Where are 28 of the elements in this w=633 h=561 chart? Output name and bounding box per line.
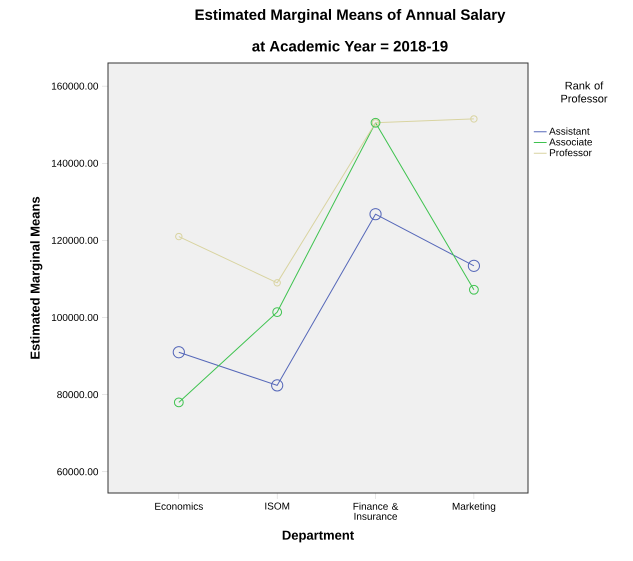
y-tick-label: 120000.00 [52, 236, 98, 244]
chart-subtitle: at Academic Year = 2018-19 [252, 40, 448, 52]
y-tick-label: 60000.00 [57, 468, 98, 476]
point [470, 115, 478, 123]
legend-label: Professor [550, 148, 592, 156]
point [369, 208, 382, 220]
chart-title: Estimated Marginal Means of Annual Salary [196, 8, 506, 24]
x-tick-label: Marketing [452, 502, 496, 512]
point [174, 397, 184, 408]
y-axis-title: Estimated Marginal Means [30, 196, 42, 359]
point [271, 379, 284, 392]
point [273, 279, 281, 287]
legend-title: Rank of Professor [561, 81, 608, 103]
y-tick-label: 160000.00 [52, 82, 98, 90]
point [175, 232, 183, 240]
legend-label: Assistant [549, 127, 590, 135]
y-tick-label: 140000.00 [52, 160, 98, 167]
point [172, 346, 185, 358]
point [469, 284, 479, 295]
y-tick-label: 80000.00 [57, 391, 98, 398]
point [272, 307, 282, 318]
y-tick-label: 100000.00 [52, 314, 98, 322]
x-tick-label: Finance & Insurance [354, 502, 398, 520]
point [468, 260, 480, 272]
x-tick-label: Economics [155, 502, 203, 510]
x-tick-label: ISOM [265, 502, 290, 510]
legend-label: Associate [549, 138, 592, 146]
x-axis-title: Department [282, 530, 354, 542]
